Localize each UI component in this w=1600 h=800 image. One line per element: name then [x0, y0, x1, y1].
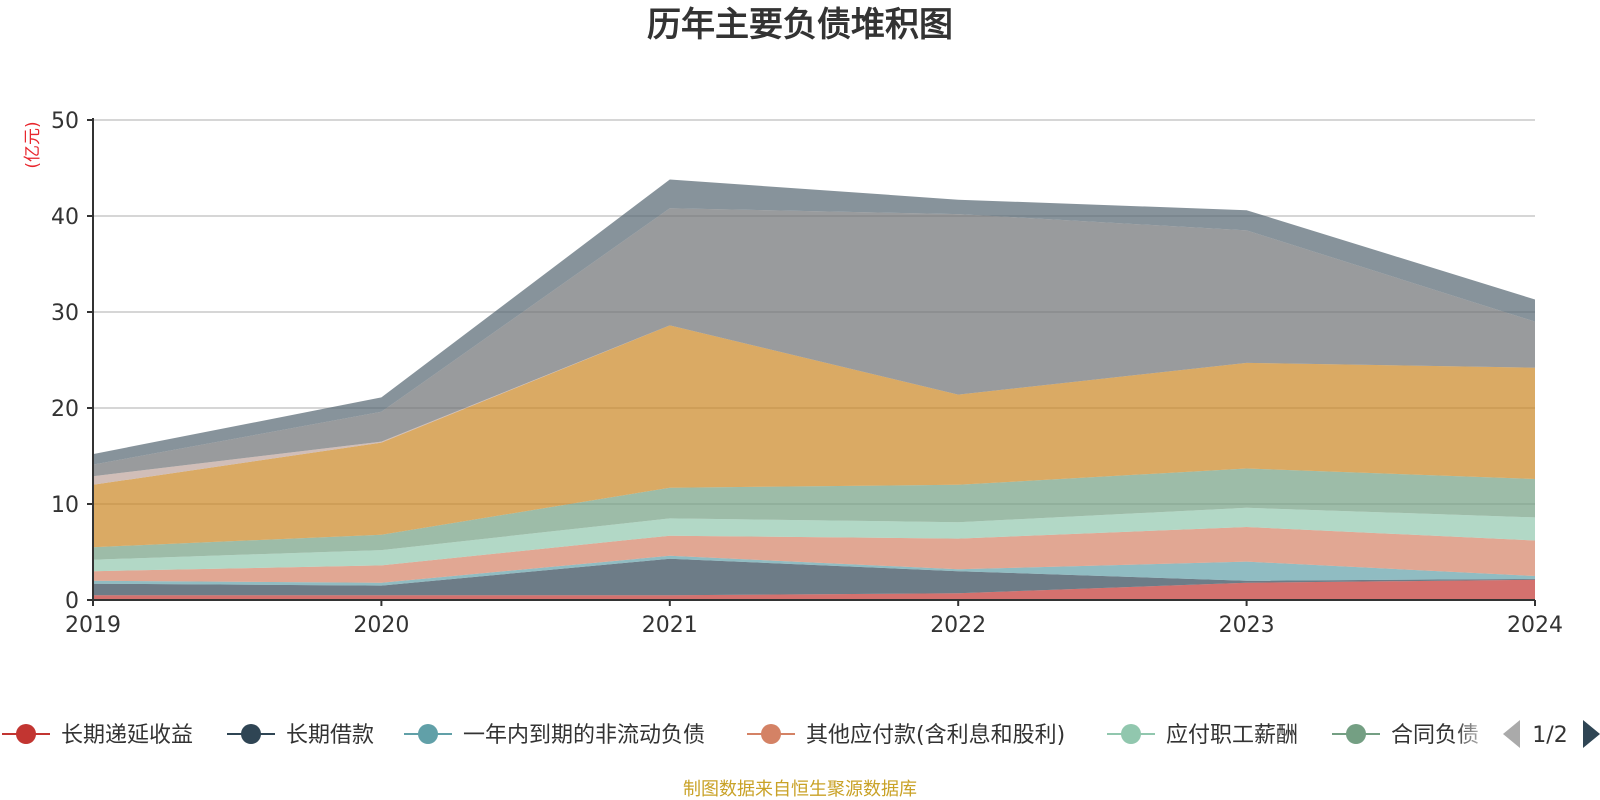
legend-next-icon[interactable]: [1583, 720, 1600, 748]
y-tick-label: 10: [51, 493, 79, 518]
legend-prev-icon[interactable]: [1503, 720, 1520, 748]
source-note: 制图数据来自恒生聚源数据库: [683, 779, 917, 800]
legend-marker-2[interactable]: [418, 724, 438, 744]
y-tick-label: 40: [51, 205, 79, 230]
x-tick-label: 2019: [65, 613, 121, 638]
y-tick-label: 50: [51, 109, 79, 134]
area-series-9: [93, 179, 1535, 465]
x-tick-label: 2022: [930, 613, 986, 638]
legend-item-label-3: 其他应付款(含利息和股利): [806, 723, 1065, 748]
area-series-2: [93, 555, 1535, 586]
y-axis-unit: (亿元): [23, 121, 43, 168]
legend-marker-1[interactable]: [241, 724, 261, 744]
area-series-4: [93, 507, 1535, 572]
legend-item-label-0: 长期递延收益: [61, 723, 193, 748]
area-series-8: [93, 208, 1535, 477]
chart-title: 历年主要负债堆积图: [647, 5, 953, 45]
x-tick-label: 2023: [1219, 613, 1275, 638]
area-series-6: [93, 325, 1535, 548]
y-tick-label: 0: [65, 589, 79, 614]
y-tick-label: 20: [51, 397, 79, 422]
x-tick-label: 2024: [1507, 613, 1563, 638]
area-series-0: [93, 579, 1535, 600]
y-tick-label: 30: [51, 301, 79, 326]
x-tick-label: 2021: [642, 613, 698, 638]
area-series-3: [93, 527, 1535, 583]
legend-item-label-4: 应付职工薪酬: [1166, 723, 1298, 748]
legend-marker-4[interactable]: [1121, 724, 1141, 744]
legend-marker-5[interactable]: [1346, 724, 1366, 744]
legend-item-label-1: 长期借款: [286, 723, 374, 748]
legend-marker-0[interactable]: [16, 724, 36, 744]
legend-marker-3[interactable]: [761, 724, 781, 744]
legend-fade: [1455, 714, 1495, 754]
legend-page-indicator: 1/2: [1532, 723, 1567, 748]
area-series-1: [93, 558, 1535, 596]
area-series-5: [93, 468, 1535, 560]
legend-item-label-2: 一年内到期的非流动负债: [463, 723, 705, 748]
x-tick-label: 2020: [353, 613, 409, 638]
